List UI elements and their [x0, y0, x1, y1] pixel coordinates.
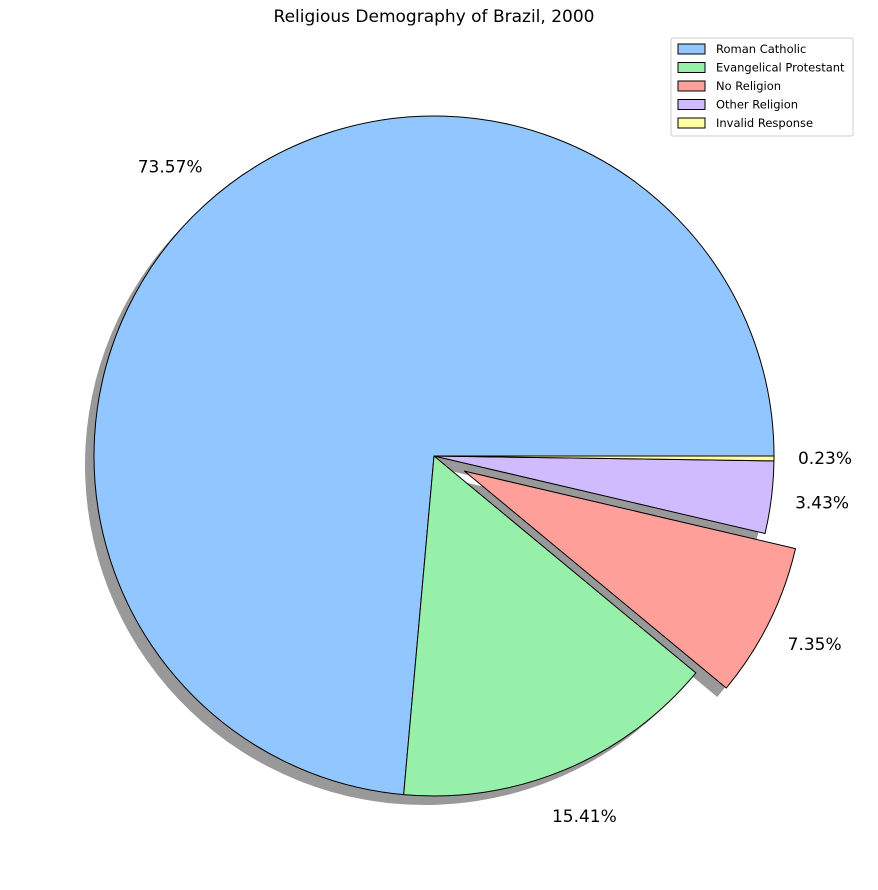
pie-slice-no-religion: [463, 470, 796, 689]
percent-labels: 73.57% 15.41% 7.35% 3.43% 0.23%: [138, 157, 852, 826]
legend-swatch-roman-catholic: [677, 43, 706, 55]
percent-label-evangelical-protestant: 15.41%: [552, 807, 617, 827]
percent-label-no-religion: 7.35%: [788, 635, 842, 655]
percent-label-roman-catholic: 73.57%: [138, 157, 203, 177]
legend-swatch-evangelical-protestant: [677, 62, 706, 73]
legend-swatch-no-religion: [677, 80, 706, 92]
pie-slice-invalid-response: [433, 455, 775, 462]
legend-label-roman-catholic: Roman Catholic: [716, 42, 806, 56]
legend-swatch-invalid-response: [677, 117, 706, 129]
percent-label-invalid-response: 0.23%: [798, 449, 852, 469]
legend-frame: [670, 37, 854, 137]
legend-swatch-other-religion: [677, 99, 706, 110]
legend-label-other-religion: Other Religion: [716, 98, 798, 112]
legend-label-evangelical-protestant: Evangelical Protestant: [716, 61, 845, 75]
legend-label-no-religion: No Religion: [716, 79, 781, 93]
legend-label-invalid-response: Invalid Response: [716, 116, 813, 130]
pie-slice-evangelical-protestant: [403, 455, 697, 797]
percent-label-other-religion: 3.43%: [795, 494, 849, 514]
pie-slices: [93, 115, 796, 797]
pie-slice-roman-catholic: [93, 115, 775, 796]
chart-title: Religious Demography of Brazil, 2000: [274, 7, 595, 27]
legend: Roman Catholic Evangelical Protestant No R…: [670, 37, 854, 137]
